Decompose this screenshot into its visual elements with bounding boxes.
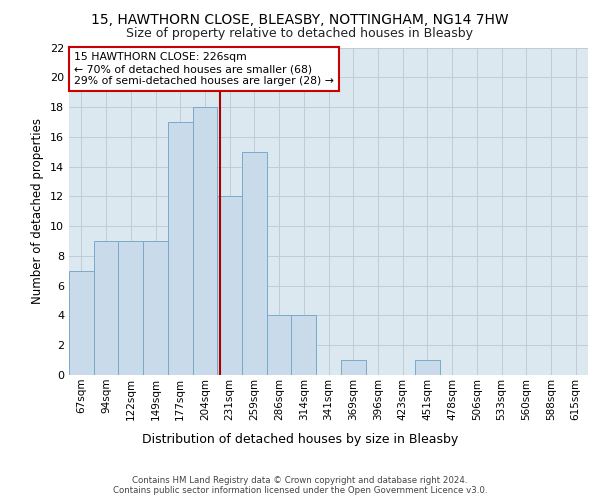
Bar (292, 316, 316, 375)
Text: 15 HAWTHORN CLOSE: 226sqm
← 70% of detached houses are smaller (68)
29% of semi-: 15 HAWTHORN CLOSE: 226sqm ← 70% of detac… (74, 52, 334, 86)
Bar (242, 152, 267, 375)
Bar (94, 241, 118, 375)
Bar (69, 271, 94, 375)
Bar (267, 316, 292, 375)
Y-axis label: Number of detached properties: Number of detached properties (31, 118, 44, 304)
Bar (118, 241, 143, 375)
Text: Distribution of detached houses by size in Bleasby: Distribution of detached houses by size … (142, 432, 458, 446)
Text: Size of property relative to detached houses in Bleasby: Size of property relative to detached ho… (127, 28, 473, 40)
Text: Contains HM Land Registry data © Crown copyright and database right 2024.
Contai: Contains HM Land Registry data © Crown c… (113, 476, 487, 495)
Text: 15, HAWTHORN CLOSE, BLEASBY, NOTTINGHAM, NG14 7HW: 15, HAWTHORN CLOSE, BLEASBY, NOTTINGHAM,… (91, 12, 509, 26)
Bar (415, 360, 440, 375)
Bar (217, 196, 242, 375)
Bar (341, 360, 365, 375)
Bar (193, 107, 217, 375)
Bar (168, 122, 193, 375)
Bar (143, 241, 168, 375)
